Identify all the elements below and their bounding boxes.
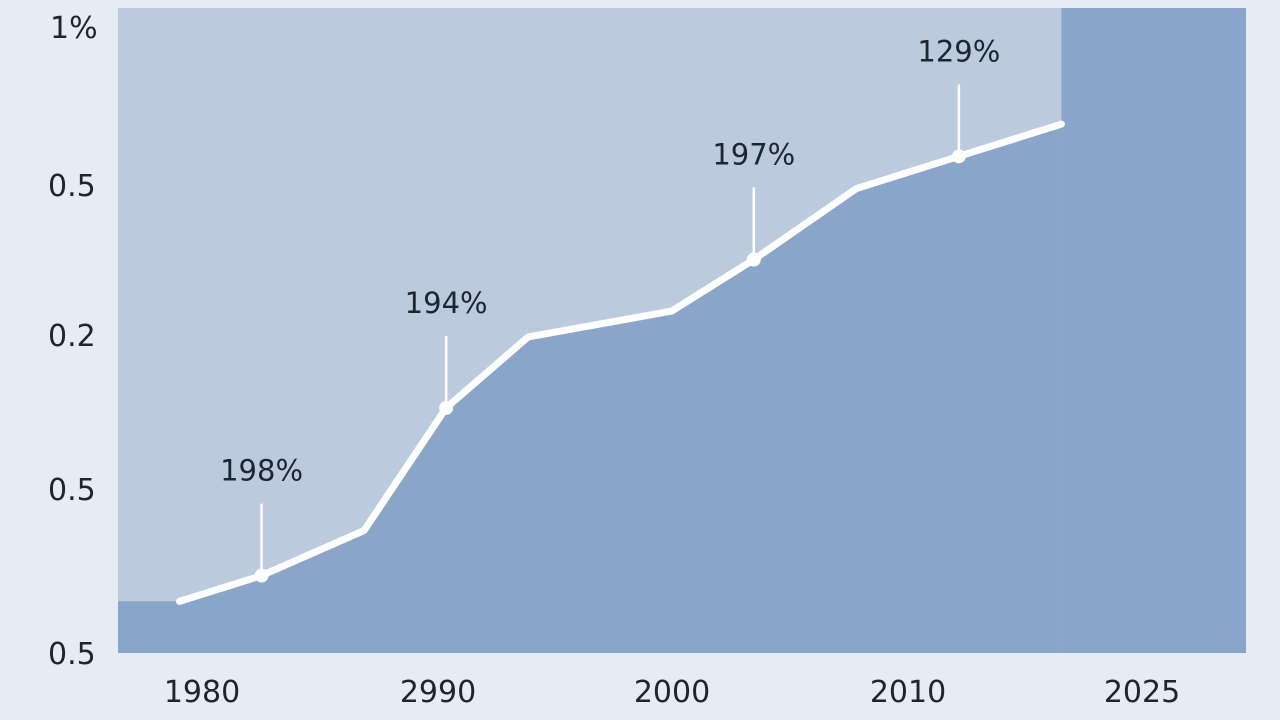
data-point bbox=[254, 568, 269, 583]
data-point bbox=[439, 400, 454, 415]
annotations: 198% 194% 197% 129% bbox=[220, 34, 1000, 583]
y-tick-label: 0.5 bbox=[48, 169, 96, 204]
data-point bbox=[746, 252, 761, 267]
x-tick-label: 2000 bbox=[634, 675, 710, 710]
y-tick-label: 0.5 bbox=[48, 473, 96, 508]
x-tick-label: 2025 bbox=[1104, 675, 1180, 710]
y-tick-label: 0.2 bbox=[48, 319, 96, 354]
data-label: 198% bbox=[220, 454, 303, 488]
data-label: 197% bbox=[712, 138, 795, 172]
x-axis-tick-labels: 1980 2990 2000 2010 2025 bbox=[164, 675, 1180, 710]
data-label: 129% bbox=[917, 34, 1000, 68]
data-label: 194% bbox=[405, 286, 488, 320]
x-tick-label: 1980 bbox=[164, 675, 240, 710]
y-axis-tick-labels: 1% 0.5 0.2 0.5 0.5 bbox=[48, 11, 98, 672]
series-line bbox=[176, 120, 1065, 605]
area-right-band bbox=[1061, 8, 1246, 653]
y-tick-label: 1% bbox=[50, 11, 98, 46]
data-point bbox=[951, 149, 966, 164]
x-tick-label: 2990 bbox=[400, 675, 476, 710]
y-tick-label: 0.5 bbox=[48, 637, 96, 672]
x-tick-label: 2010 bbox=[870, 675, 946, 710]
area-fill bbox=[118, 124, 1062, 654]
